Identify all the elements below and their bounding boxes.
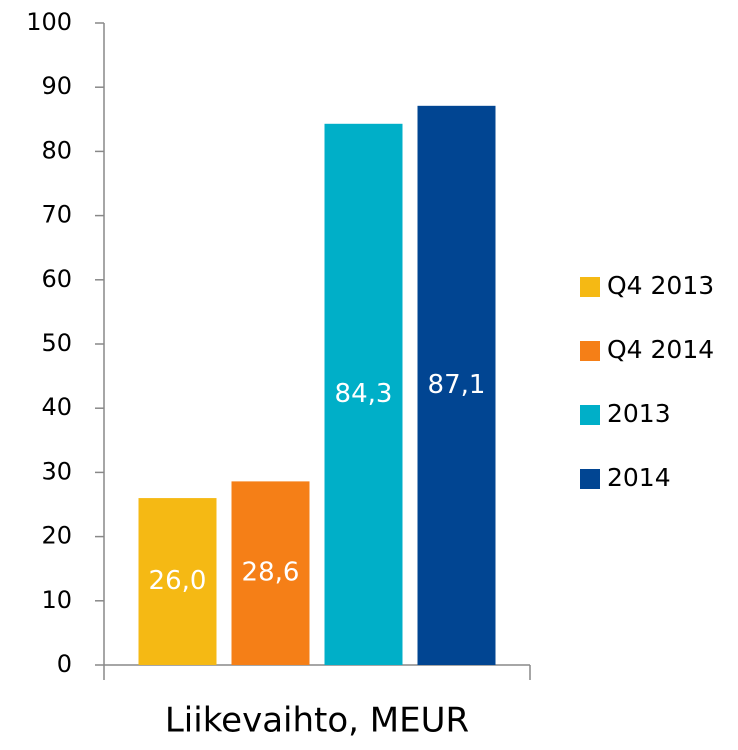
- y-tick-label: 70: [41, 201, 72, 229]
- data-label: 87,1: [428, 370, 486, 400]
- y-tick-label: 90: [41, 72, 72, 100]
- y-tick-label: 50: [41, 329, 72, 357]
- y-tick-label: 80: [41, 136, 72, 164]
- legend-label: 2014: [607, 463, 671, 492]
- bar: [138, 498, 217, 665]
- data-label: 28,6: [242, 558, 300, 588]
- legend-swatch: [580, 405, 600, 425]
- legend-swatch: [580, 277, 600, 297]
- y-tick-label: 20: [41, 522, 72, 550]
- legend-swatch: [580, 341, 600, 361]
- legend-label: Q4 2013: [607, 271, 714, 300]
- y-tick-label: 40: [41, 393, 72, 421]
- bar: [231, 481, 310, 665]
- y-tick-label: 100: [26, 8, 72, 36]
- bar: [324, 123, 403, 665]
- y-tick-label: 60: [41, 265, 72, 293]
- legend-label: 2013: [607, 399, 671, 428]
- data-label: 84,3: [335, 379, 393, 409]
- legend-swatch: [580, 469, 600, 489]
- data-label: 26,0: [149, 566, 207, 596]
- y-tick-label: 0: [57, 650, 72, 678]
- y-tick-label: 30: [41, 457, 72, 485]
- y-tick-label: 10: [41, 586, 72, 614]
- x-tick-label: Liikevaihto, MEUR: [165, 701, 469, 741]
- bar: [417, 105, 496, 666]
- legend-label: Q4 2014: [607, 335, 714, 364]
